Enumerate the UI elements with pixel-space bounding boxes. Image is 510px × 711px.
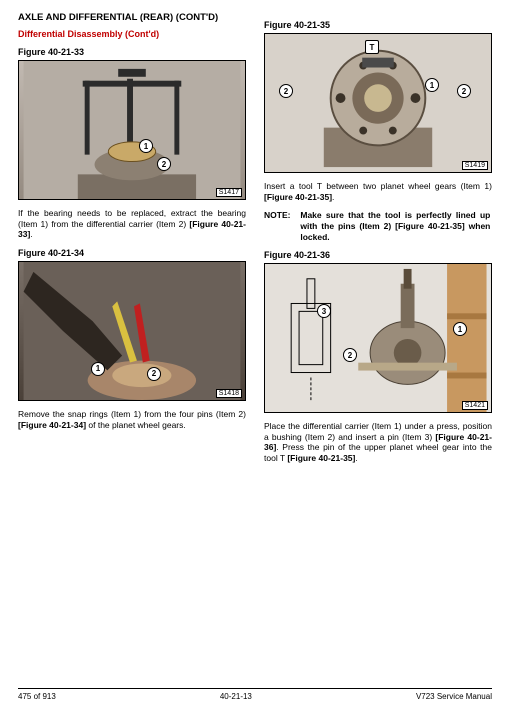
- callout-t: T: [365, 40, 379, 54]
- figure-code: S1421: [462, 401, 488, 410]
- figure-40-21-34: 1 2 S1418: [18, 261, 246, 401]
- note-body: Make sure that the tool is perfectly lin…: [300, 210, 490, 242]
- figure-label: Figure 40-21-34: [18, 248, 246, 258]
- note-block: NOTE: Make sure that the tool is perfect…: [264, 210, 492, 242]
- callout-2: 2: [147, 367, 161, 381]
- figure-code: S1418: [216, 389, 242, 398]
- figure-label: Figure 40-21-33: [18, 47, 246, 57]
- figure-40-21-36: 3 2 1 S1421: [264, 263, 492, 413]
- text-span: Insert a tool T between two planet wheel…: [264, 181, 492, 191]
- figure-label: Figure 40-21-35: [264, 20, 492, 30]
- figure-illustration: [265, 34, 491, 172]
- callout-1: 1: [139, 139, 153, 153]
- section-title: AXLE AND DIFFERENTIAL (REAR) (CONT'D): [18, 12, 246, 23]
- figure-ref: [Figure 40-21-35]: [264, 192, 332, 202]
- text-span: Remove the snap rings (Item 1) from the …: [18, 409, 246, 419]
- body-text: Remove the snap rings (Item 1) from the …: [18, 409, 246, 430]
- callout-2: 2: [279, 84, 293, 98]
- callout-1: 1: [91, 362, 105, 376]
- figure-ref: [Figure 40-21-35]: [287, 453, 355, 463]
- figure-40-21-33: 1 2 S1417: [18, 60, 246, 200]
- figure-illustration: [19, 262, 245, 400]
- callout-2: 2: [457, 84, 471, 98]
- right-column: Figure 40-21-35 T 1 2 2 S1419: [264, 12, 492, 472]
- body-text: Insert a tool T between two planet wheel…: [264, 181, 492, 202]
- callout-1: 1: [425, 78, 439, 92]
- figure-code: S1419: [462, 161, 488, 170]
- figure-illustration: [265, 264, 491, 412]
- figure-ref: [Figure 40-21-34]: [18, 420, 86, 430]
- footer-page: 475 of 913: [18, 692, 56, 701]
- body-text: Place the differential carrier (Item 1) …: [264, 421, 492, 464]
- page-footer: 475 of 913 40-21-13 V723 Service Manual: [18, 688, 492, 701]
- note-label: NOTE:: [264, 210, 298, 221]
- text-span: of the planet wheel gears.: [86, 420, 186, 430]
- footer-section: 40-21-13: [220, 692, 252, 701]
- text-span: .: [332, 192, 334, 202]
- footer-manual: V723 Service Manual: [416, 692, 492, 701]
- body-text: If the bearing needs to be replaced, ext…: [18, 208, 246, 240]
- callout-2: 2: [157, 157, 171, 171]
- text-span: .: [355, 453, 357, 463]
- text-span: .: [30, 229, 32, 239]
- figure-code: S1417: [216, 188, 242, 197]
- figure-40-21-35: T 1 2 2 S1419: [264, 33, 492, 173]
- subsection-title: Differential Disassembly (Cont'd): [18, 29, 246, 39]
- figure-label: Figure 40-21-36: [264, 250, 492, 260]
- figure-illustration: [19, 61, 245, 199]
- left-column: AXLE AND DIFFERENTIAL (REAR) (CONT'D) Di…: [18, 12, 246, 472]
